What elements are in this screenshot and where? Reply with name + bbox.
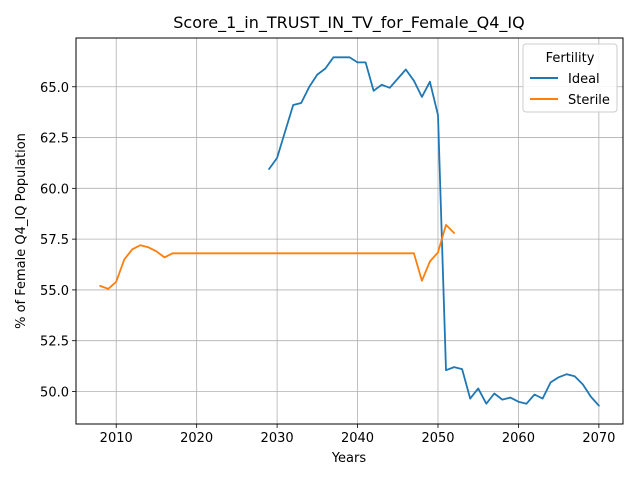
y-tick-label: 55.0: [40, 284, 69, 299]
y-tick-label: 60.0: [40, 182, 69, 197]
x-tick-label: 2070: [582, 431, 615, 446]
x-tick-label: 2020: [180, 431, 213, 446]
y-tick-label: 62.5: [40, 132, 69, 147]
x-tick-label: 2040: [341, 431, 374, 446]
y-tick-label: 65.0: [40, 81, 69, 96]
x-axis-label: Years: [331, 451, 367, 466]
x-tick-label: 2010: [100, 431, 133, 446]
legend: Fertility Ideal Sterile: [523, 44, 617, 112]
x-tick-label: 2030: [261, 431, 294, 446]
chart-title: Score_1_in_TRUST_IN_TV_for_Female_Q4_IQ: [173, 13, 524, 33]
legend-ideal-label: Ideal: [568, 72, 600, 87]
y-tick-label: 52.5: [40, 335, 69, 350]
y-tick-label: 57.5: [40, 233, 69, 248]
legend-sterile-label: Sterile: [568, 93, 610, 108]
x-tick-label: 2050: [421, 431, 454, 446]
legend-title: Fertility: [546, 51, 595, 66]
x-tick-label: 2060: [502, 431, 535, 446]
y-axis-label: % of Female Q4_IQ Population: [14, 133, 29, 329]
y-tick-label: 50.0: [40, 385, 69, 400]
